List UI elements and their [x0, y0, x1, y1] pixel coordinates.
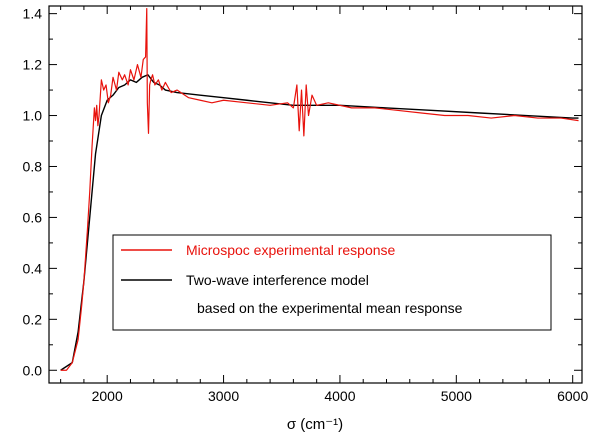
series-experimental-line	[60, 7, 579, 371]
y-tick-label: 0.6	[23, 209, 43, 225]
legend-label-model: Two-wave interference model	[186, 272, 369, 288]
x-tick-label: 3000	[208, 388, 239, 404]
y-tick-label: 1.2	[23, 57, 43, 73]
x-axis-title: σ (cm⁻¹)	[287, 416, 343, 433]
y-tick-label: 0.8	[23, 158, 43, 174]
legend-label-experimental: Microspoc experimental response	[186, 242, 396, 258]
y-tick-label: 1.4	[23, 6, 43, 22]
x-tick-label: 6000	[557, 388, 588, 404]
legend-note: based on the experimental mean response	[197, 300, 463, 316]
y-tick-label: 0.4	[23, 260, 43, 276]
y-tick-label: 0.2	[23, 311, 43, 327]
y-tick-label: 1.0	[23, 108, 43, 124]
x-tick-label: 5000	[441, 388, 472, 404]
plot-frame	[48, 5, 583, 384]
x-tick-labels: 2000 3000 4000 5000 6000	[92, 388, 589, 404]
axis-ticks	[49, 6, 582, 383]
series-layer	[60, 7, 579, 371]
y-tick-labels: 0.0 0.2 0.4 0.6 0.8 1.0 1.2 1.4	[23, 6, 43, 379]
x-tick-label: 4000	[324, 388, 355, 404]
series-model-line	[60, 74, 579, 371]
x-tick-label: 2000	[92, 388, 123, 404]
legend: Microspoc experimental response Two-wave…	[112, 234, 552, 331]
y-tick-label: 0.0	[23, 362, 43, 378]
legend-box	[112, 234, 552, 331]
